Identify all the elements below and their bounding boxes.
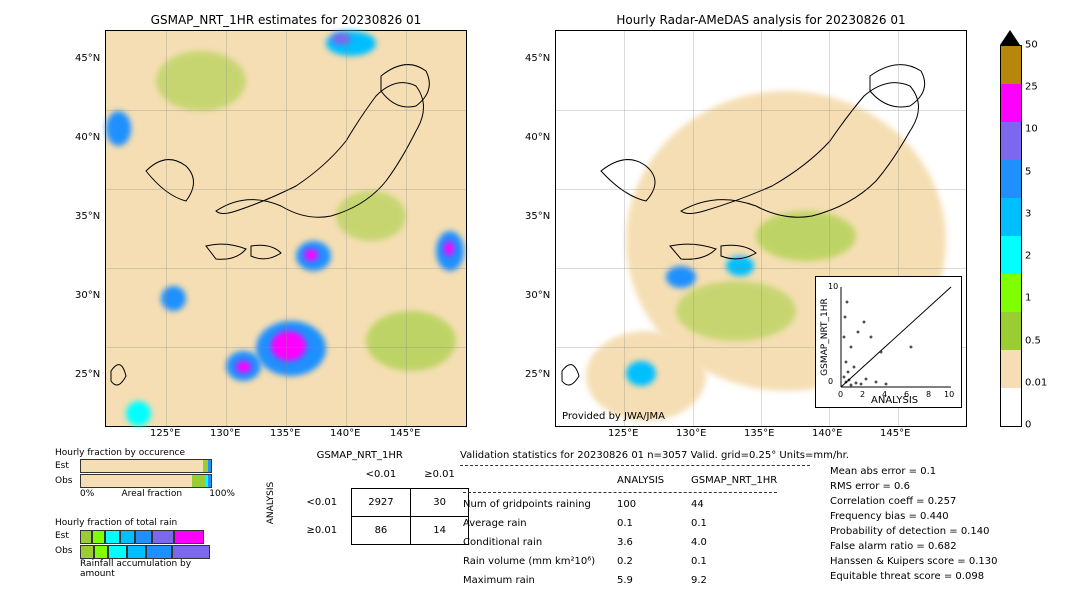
stats-table: ANALYSISGSMAP_NRT_1HR Num of gridpoints … — [460, 470, 780, 591]
stats-block: Validation statistics for 20230826 01 n=… — [460, 448, 810, 591]
metric-row: Probability of detection = 0.140 — [830, 524, 1065, 539]
bar-est — [80, 459, 212, 473]
bar-label: Est — [55, 461, 80, 471]
metric-row: Equitable threat score = 0.098 — [830, 569, 1065, 584]
stats-title: Validation statistics for 20230826 01 n=… — [460, 448, 810, 463]
stats-row: Average rain0.10.1 — [462, 515, 778, 532]
metric-row: False alarm ratio = 0.682 — [830, 539, 1065, 554]
scatter-plot — [816, 277, 961, 407]
occurrence-title: Hourly fraction by occurence — [55, 448, 225, 458]
scatter-xlabel: ANALYSIS — [871, 395, 918, 406]
bar-obs — [80, 545, 210, 557]
scatter-ylabel: GSMAP_NRT_1HR — [820, 298, 830, 376]
map-left: GSMAP_NRT_1HR estimates for 20230826 01 — [105, 30, 467, 427]
bar-label: Obs — [55, 476, 80, 486]
scatter-inset: ANALYSIS GSMAP_NRT_1HR 0 2 4 6 8 10 0 10 — [815, 276, 962, 408]
stats-row: Rain volume (mm km²10⁶)0.20.1 — [462, 553, 778, 570]
bar-label: Est — [55, 531, 80, 541]
totalrain-chart: Hourly fraction of total rain Est Obs Ra… — [55, 518, 225, 580]
metric-row: Hanssen & Kuipers score = 0.130 — [830, 554, 1065, 569]
stats-row: Maximum rain5.99.2 — [462, 572, 778, 589]
bar-label: Obs — [55, 546, 80, 556]
metric-row: Mean abs error = 0.1 — [830, 464, 1065, 479]
map-right: Hourly Radar-AMeDAS analysis for 2023082… — [555, 30, 967, 427]
contingency-block: GSMAP_NRT_1HR ANALYSIS <0.01≥0.01 <0.012… — [250, 450, 469, 545]
metrics-block: Mean abs error = 0.1RMS error = 0.6Corre… — [830, 464, 1065, 584]
bar-obs — [80, 474, 212, 488]
colorbar-arrow-icon — [1000, 30, 1020, 45]
totalrain-title: Hourly fraction of total rain — [55, 518, 225, 528]
bar-est — [80, 530, 210, 542]
metric-row: RMS error = 0.6 — [830, 479, 1065, 494]
contingency-col-title: GSMAP_NRT_1HR — [250, 450, 469, 461]
map-right-title: Hourly Radar-AMeDAS analysis for 2023082… — [556, 13, 966, 27]
contingency-row-title: ANALYSIS — [266, 482, 276, 524]
provider-text: Provided by JWA/JMA — [562, 411, 665, 422]
map-left-title: GSMAP_NRT_1HR estimates for 20230826 01 — [106, 13, 466, 27]
colorbar: 00.010.51235102550 — [1000, 45, 1020, 425]
metric-row: Frequency bias = 0.440 — [830, 509, 1065, 524]
stats-row: Conditional rain3.64.0 — [462, 534, 778, 551]
metric-row: Correlation coeff = 0.257 — [830, 494, 1065, 509]
contingency-table: <0.01≥0.01 <0.01292730 ≥0.018614 — [292, 461, 469, 545]
totalrain-footer: Rainfall accumulation by amount — [80, 559, 225, 579]
stats-row: Num of gridpoints raining10044 — [462, 496, 778, 513]
occurrence-chart: Hourly fraction by occurence Est Obs 0% … — [55, 448, 225, 499]
